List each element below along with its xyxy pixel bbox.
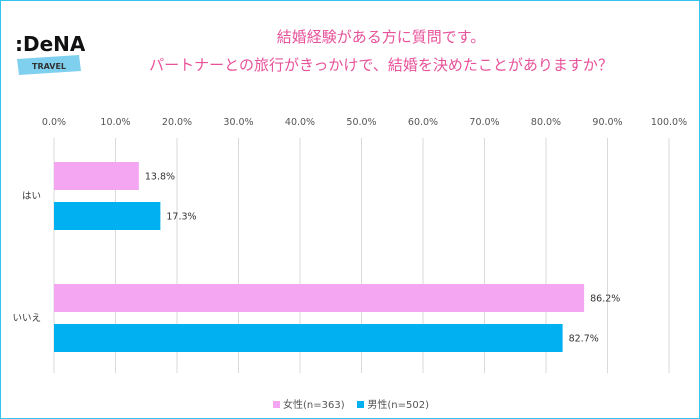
x-tick-label: 50.0% — [346, 117, 376, 128]
logo-graphic: :DeNA TRAVEL — [15, 32, 85, 75]
svg-text::DeNA: :DeNA — [15, 32, 85, 56]
x-tick-label: 80.0% — [531, 117, 561, 128]
data-label: 86.2% — [590, 294, 620, 305]
title-line-1: 結婚経験がある方に質問です。 — [276, 28, 486, 46]
legend-label: 男性(n=502) — [367, 400, 429, 411]
x-tick-label: 70.0% — [469, 117, 499, 128]
x-tick-label: 100.0% — [651, 117, 687, 128]
x-tick-label: 40.0% — [285, 117, 315, 128]
category-label: いいえ — [12, 313, 41, 324]
dena-travel-logo: :DeNA TRAVEL — [15, 31, 85, 81]
data-label: 13.8% — [145, 172, 175, 183]
x-tick-label: 60.0% — [408, 117, 438, 128]
legend-item-female: 女性(n=363) — [273, 400, 345, 411]
x-tick-label: 0.0% — [42, 117, 66, 128]
x-tick-label: 10.0% — [100, 117, 130, 128]
bar — [54, 162, 139, 190]
legend: 女性(n=363) 男性(n=502) — [1, 396, 699, 411]
x-tick-label: 90.0% — [592, 117, 622, 128]
legend-swatch — [357, 401, 365, 408]
x-tick-label: 30.0% — [223, 117, 253, 128]
bar — [54, 324, 563, 352]
legend-swatch — [273, 401, 281, 408]
data-label: 17.3% — [166, 212, 196, 223]
category-label: はい — [22, 191, 41, 202]
legend-label: 女性(n=363) — [283, 400, 345, 411]
svg-text:TRAVEL: TRAVEL — [32, 62, 66, 71]
chart-title: 結婚経験がある方に質問です。 パートナーとの旅行がきっかけで、結婚を決めたことが… — [81, 23, 681, 79]
bar — [54, 202, 161, 230]
title-line-2: パートナーとの旅行がきっかけで、結婚を決めたことがありますか？ — [149, 56, 613, 74]
bar — [54, 284, 585, 312]
x-tick-label: 20.0% — [162, 117, 192, 128]
legend-item-male: 男性(n=502) — [357, 400, 429, 411]
data-label: 82.7% — [569, 334, 599, 345]
